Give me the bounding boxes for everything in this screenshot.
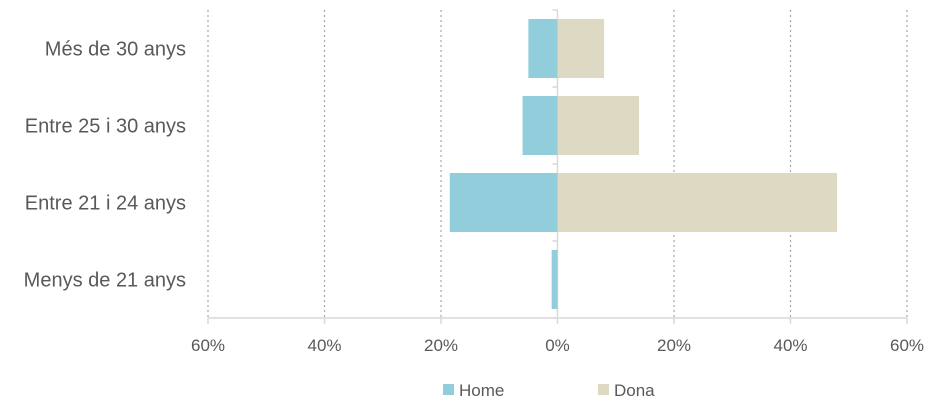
- bar-home: [528, 19, 558, 78]
- x-tick-label: 60%: [890, 336, 924, 355]
- category-label: Menys de 21 anys: [24, 270, 186, 292]
- bar-home: [551, 250, 558, 309]
- x-tick-label: 60%: [191, 336, 225, 355]
- legend-item-dona: Dona: [598, 381, 655, 400]
- category-label: Entre 21 i 24 anys: [25, 193, 186, 215]
- bar-dona: [557, 96, 640, 155]
- category-label: Entre 25 i 30 anys: [25, 116, 186, 138]
- x-tick-label: 40%: [773, 336, 807, 355]
- legend-swatch: [598, 384, 609, 395]
- legend-item-home: Home: [443, 381, 504, 400]
- x-tick-label: 20%: [657, 336, 691, 355]
- category-label: Més de 30 anys: [45, 39, 186, 61]
- legend-label: Home: [459, 381, 504, 400]
- bar-dona: [557, 19, 605, 78]
- bars: [449, 19, 838, 309]
- x-tick-label: 20%: [424, 336, 458, 355]
- category-labels: Més de 30 anys Entre 25 i 30 anys Entre 21…: [24, 39, 186, 292]
- grid-lines: [207, 10, 908, 318]
- legend-label: Dona: [614, 381, 655, 400]
- x-tick-label: 0%: [545, 336, 570, 355]
- x-tick-label: 40%: [307, 336, 341, 355]
- legend-swatch: [443, 384, 454, 395]
- bar-home: [522, 96, 558, 155]
- legend: Home Dona: [443, 381, 655, 400]
- tick-labels: 60% 40% 20% 0% 20% 40% 60%: [191, 336, 924, 355]
- bar-dona: [557, 173, 838, 232]
- bar-home: [449, 173, 558, 232]
